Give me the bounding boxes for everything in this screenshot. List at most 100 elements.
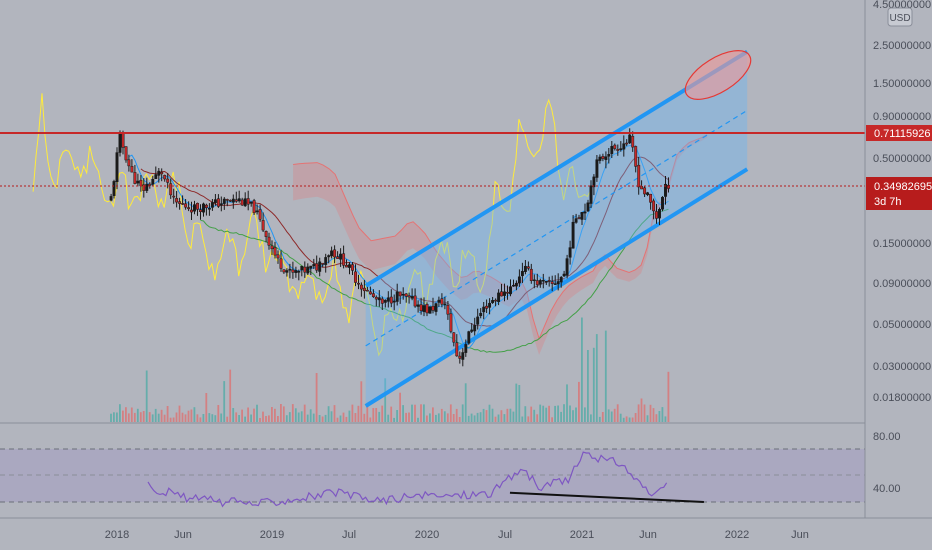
volume-bar (643, 404, 646, 422)
candle (345, 264, 348, 268)
candle (160, 172, 164, 175)
candle (196, 202, 199, 210)
candle (288, 268, 292, 271)
resistance-tag-box (866, 125, 932, 141)
resistance-price-tag: 0.71115926 (866, 125, 932, 141)
volume-bar (563, 404, 565, 422)
candle (634, 146, 638, 167)
volume-bar (351, 404, 354, 422)
candle (327, 255, 331, 258)
volume-bar (572, 410, 574, 422)
volume-bar (208, 413, 211, 422)
volume-bar (625, 416, 628, 422)
volume-bar (274, 408, 276, 422)
candle (488, 302, 492, 308)
candle (336, 256, 340, 259)
volume-bar (312, 413, 315, 422)
volume-bar (202, 414, 205, 422)
rsi-pane[interactable] (0, 448, 865, 508)
volume-bar (539, 404, 542, 422)
volume-bar (256, 404, 258, 422)
candle (458, 355, 462, 359)
volume-bar (503, 414, 506, 422)
candle (237, 198, 241, 202)
candle (202, 203, 205, 213)
currency-badge[interactable]: USD (887, 7, 913, 27)
volume-bar (521, 416, 524, 422)
volume-bar (127, 413, 130, 422)
candle (538, 280, 542, 285)
channel-upper-line[interactable] (364, 49, 749, 288)
price-tick-label: 4.50000000 (873, 0, 931, 11)
volume-bar (387, 414, 390, 422)
price-pane[interactable] (0, 41, 865, 422)
channel-lower-line[interactable] (364, 167, 749, 408)
candle (216, 198, 220, 207)
target-ellipse[interactable] (678, 41, 759, 109)
candle (213, 199, 217, 203)
volume-bar (557, 405, 559, 422)
volume-bar (142, 411, 145, 422)
volume-bar (390, 406, 393, 422)
candle (541, 279, 545, 282)
volume-bar (446, 413, 449, 422)
candle (577, 217, 581, 219)
rsi-divergence-line[interactable] (509, 491, 704, 503)
time-axis[interactable]: 2018 Jun 2019 Jul 2020 Jul 2021 Jun 2022… (0, 517, 932, 541)
candle (139, 179, 143, 187)
candle (422, 305, 426, 312)
volume-bar (533, 409, 536, 422)
volume-bar (578, 381, 580, 422)
candle (169, 183, 173, 196)
volume-bar (336, 417, 339, 422)
volume-bar (345, 416, 348, 422)
volume-bar (488, 404, 491, 422)
volume-bar (271, 407, 273, 422)
volume-bar (306, 414, 309, 422)
volume-bar (649, 404, 652, 422)
candle (300, 265, 304, 271)
candle (431, 305, 435, 311)
volume-bar (125, 407, 127, 422)
volume-bar (530, 406, 533, 422)
candle (380, 298, 384, 304)
volume-bar (357, 405, 360, 422)
candle (231, 198, 235, 203)
volume-bar (232, 408, 235, 422)
volume-bar (536, 414, 539, 422)
volume-bar (136, 408, 139, 422)
candle (544, 280, 548, 283)
volume-bar (661, 407, 664, 422)
candle (225, 199, 229, 201)
volume-bar (285, 415, 288, 422)
price-tick-labels: 4.50000000 2.50000000 1.50000000 0.90000… (873, 0, 931, 404)
price-axis[interactable]: 4.50000000 2.50000000 1.50000000 0.90000… (864, 0, 932, 518)
price-tick-label: 2.50000000 (873, 40, 931, 52)
candle (285, 270, 289, 273)
candle (568, 247, 572, 258)
volume-bar (658, 411, 661, 422)
volume-bar (592, 347, 595, 422)
candle (252, 200, 256, 214)
candle (407, 295, 411, 298)
volume-bar (616, 404, 619, 422)
candle (193, 204, 196, 212)
volume-bar (291, 404, 294, 422)
ichimoku-cloud (293, 134, 708, 355)
current-tag-price: 0.34982695 (874, 181, 932, 193)
candle (547, 280, 551, 282)
candle (559, 277, 563, 283)
time-tick-label: Jun (174, 529, 192, 541)
volume-bar (241, 409, 243, 422)
candle (401, 293, 405, 296)
candle (374, 296, 378, 300)
candle (532, 279, 536, 282)
candle (348, 264, 351, 268)
time-tick-label: 2020 (415, 529, 439, 541)
candle (517, 276, 521, 284)
candle (529, 268, 533, 281)
candle (655, 211, 658, 219)
candle (667, 184, 670, 189)
